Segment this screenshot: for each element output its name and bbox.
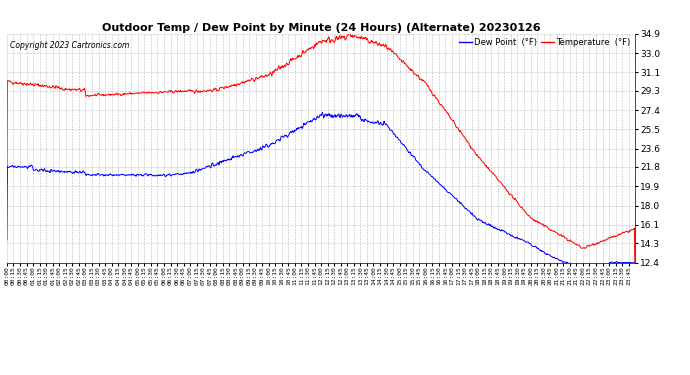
Title: Outdoor Temp / Dew Point by Minute (24 Hours) (Alternate) 20230126: Outdoor Temp / Dew Point by Minute (24 H…	[101, 23, 540, 33]
Text: Copyright 2023 Cartronics.com: Copyright 2023 Cartronics.com	[10, 40, 130, 50]
Legend: Dew Point  (°F), Temperature  (°F): Dew Point (°F), Temperature (°F)	[460, 38, 631, 47]
